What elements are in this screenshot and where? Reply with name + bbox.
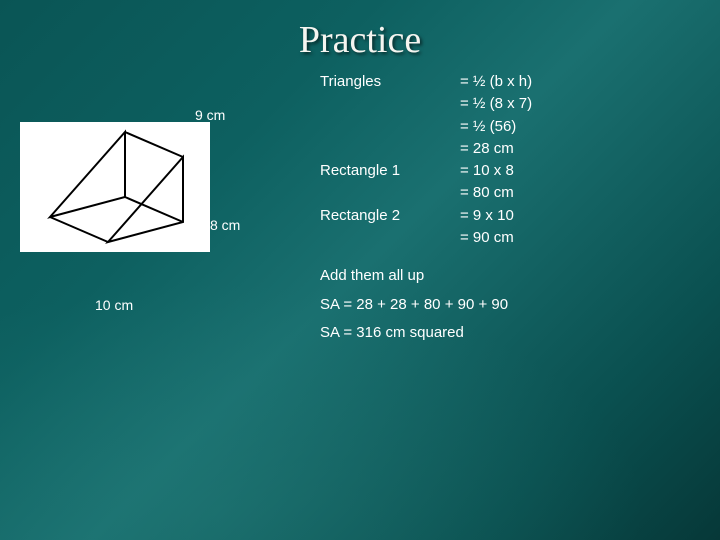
edge-bottom-left (50, 217, 108, 242)
slide-container: Practice 9 cm 7 cm 8 cm 10 cm Triangles … (0, 0, 720, 540)
summary-line1: Add them all up (320, 262, 680, 291)
val-rect2: = 9 x 10 (460, 206, 680, 226)
label-blank-8 (320, 228, 460, 248)
prism-diagram (20, 122, 210, 252)
label-blank-6 (320, 183, 460, 203)
val-rect1: = 10 x 8 (460, 161, 680, 181)
val-step3: = ½ (56) (460, 117, 680, 137)
dimension-10cm: 10 cm (95, 297, 133, 313)
summary-line3: SA = 316 cm squared (320, 319, 680, 348)
prism-svg (20, 122, 210, 252)
label-blank-4 (320, 139, 460, 159)
edge-top (125, 132, 183, 157)
val-step2: = ½ (8 x 7) (460, 94, 680, 114)
summary-block: Add them all up SA = 28 + 28 + 80 + 90 +… (320, 262, 680, 348)
content-row: 9 cm 7 cm 8 cm 10 cm Triangles = ½ (b x … (40, 72, 680, 348)
front-triangle (50, 132, 125, 217)
calculations-column: Triangles = ½ (b x h) = ½ (8 x 7) = ½ (5… (320, 72, 680, 348)
label-rectangle2: Rectangle 2 (320, 206, 460, 226)
val-rect1-result: = 80 cm (460, 183, 680, 203)
label-blank-3 (320, 117, 460, 137)
dimension-8cm: 8 cm (210, 217, 240, 233)
val-step4: = 28 cm (460, 139, 680, 159)
slide-title: Practice (40, 18, 680, 62)
dimension-9cm: 9 cm (195, 107, 225, 123)
val-formula: = ½ (b x h) (460, 72, 680, 92)
label-blank-2 (320, 94, 460, 114)
diagram-column: 9 cm 7 cm 8 cm 10 cm (40, 72, 320, 348)
calc-table: Triangles = ½ (b x h) = ½ (8 x 7) = ½ (5… (320, 72, 680, 248)
label-triangles: Triangles (320, 72, 460, 92)
label-rectangle1: Rectangle 1 (320, 161, 460, 181)
summary-line2: SA = 28 + 28 + 80 + 90 + 90 (320, 291, 680, 320)
edge-bottom-right (125, 197, 183, 222)
val-rect2-result: = 90 cm (460, 228, 680, 248)
